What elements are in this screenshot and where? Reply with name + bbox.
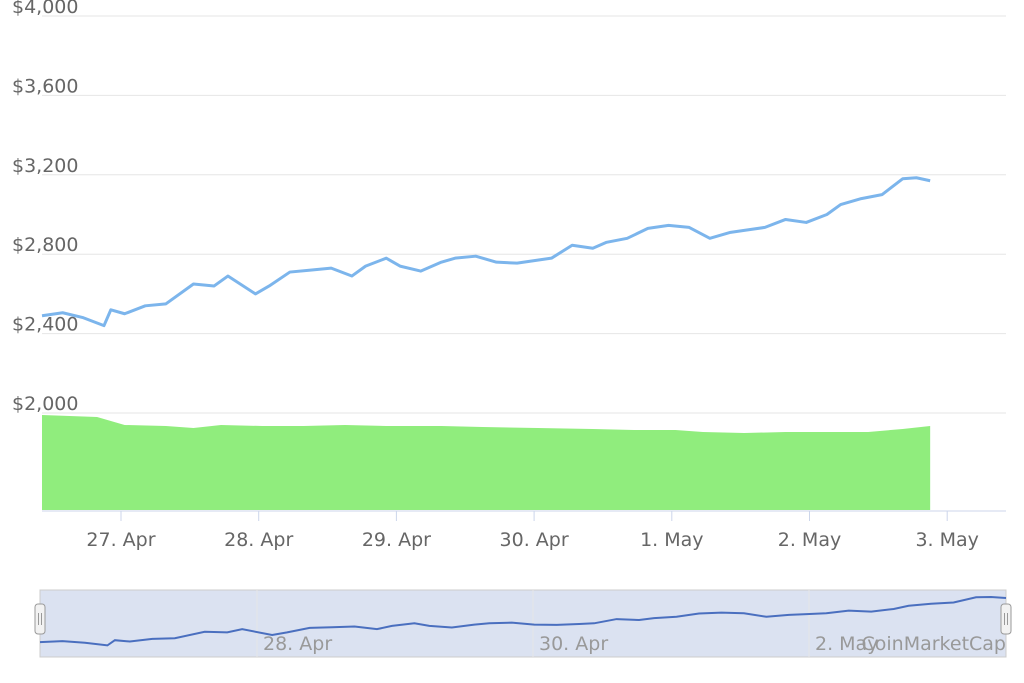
handle-grip[interactable] <box>34 603 46 635</box>
x-tick-label: 1. May <box>640 529 703 551</box>
x-tick-label: 30. Apr <box>500 529 569 551</box>
x-tick-label: 3. May <box>915 529 978 551</box>
y-tick-label: $3,200 <box>12 155 78 177</box>
y-tick-label: $2,800 <box>12 234 78 256</box>
y-tick-label: $3,600 <box>12 75 78 97</box>
x-tick-label: 27. Apr <box>86 529 155 551</box>
grid <box>42 15 1006 414</box>
x-axis: 27. Apr 28. Apr 29. Apr 30. Apr 1. May 2. May… <box>42 510 1006 551</box>
handle-grip[interactable] <box>1000 603 1012 635</box>
x-tick-label: 29. Apr <box>362 529 431 551</box>
navigator-left-handle[interactable] <box>34 603 46 635</box>
x-tick-label: 2. May <box>778 529 841 551</box>
navigator-date-label: 28. Apr <box>263 633 332 655</box>
price-line-layer[interactable] <box>41 176 931 328</box>
volume-area-layer <box>42 415 931 510</box>
navigator-date-label: 30. Apr <box>539 633 608 655</box>
navigator-right-handle[interactable] <box>1000 603 1012 635</box>
y-tick-label: $2,400 <box>12 314 78 336</box>
credit-label[interactable]: CoinMarketCap <box>862 633 1007 655</box>
y-tick-label: $4,000 <box>12 0 78 18</box>
volume-area <box>42 415 931 510</box>
price-line[interactable] <box>41 176 931 328</box>
x-tick-label: 28. Apr <box>224 529 293 551</box>
navigator-date-label: 2. May <box>815 633 878 655</box>
y-tick-label: $2,000 <box>12 393 78 415</box>
range-navigator[interactable]: 28. Apr 30. Apr 2. May <box>34 589 1012 658</box>
navigator-series-line <box>39 595 1007 647</box>
y-axis: $2,000 $2,400 $2,800 $3,200 $3,600 $4,000 <box>12 0 78 415</box>
